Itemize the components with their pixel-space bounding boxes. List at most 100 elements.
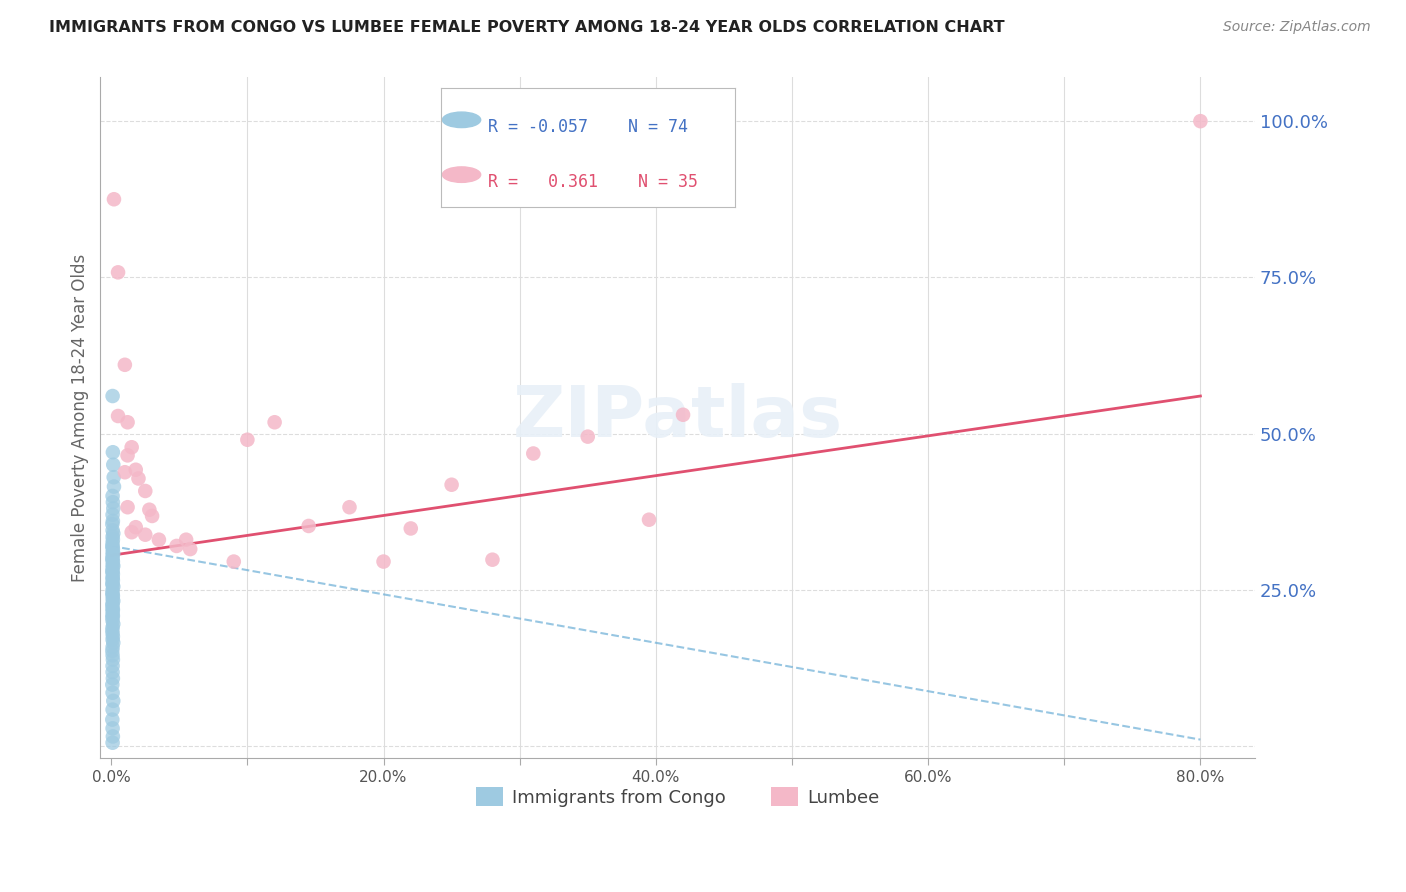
Point (101, 536, 124, 550)
Point (101, 608, 124, 623)
Point (101, 659, 124, 673)
Point (672, 408, 695, 422)
Point (638, 513, 661, 527)
Point (101, 614, 124, 628)
Point (114, 465, 136, 479)
Point (399, 521, 422, 535)
Point (101, 517, 124, 532)
Point (101, 542, 124, 557)
Point (101, 678, 124, 692)
Point (103, 458, 125, 472)
Point (101, 648, 124, 663)
Text: IMMIGRANTS FROM CONGO VS LUMBEE FEMALE POVERTY AMONG 18-24 YEAR OLDS CORRELATION: IMMIGRANTS FROM CONGO VS LUMBEE FEMALE P… (49, 20, 1005, 35)
Point (148, 533, 170, 547)
Point (101, 632, 124, 647)
Point (373, 555, 395, 569)
Point (103, 594, 125, 608)
Point (103, 470, 125, 484)
Text: ZIPatlas: ZIPatlas (513, 384, 842, 452)
Point (114, 358, 136, 372)
Point (101, 540, 124, 554)
Point (101, 736, 124, 750)
Point (263, 415, 285, 429)
Point (125, 463, 148, 477)
Point (101, 555, 124, 569)
Point (101, 624, 124, 638)
Point (101, 599, 124, 613)
Y-axis label: Female Poverty Among 18-24 Year Olds: Female Poverty Among 18-24 Year Olds (72, 253, 89, 582)
Point (134, 483, 156, 498)
Point (101, 640, 124, 654)
Point (101, 630, 124, 644)
Point (101, 713, 124, 727)
Point (101, 514, 124, 528)
Point (101, 489, 124, 503)
Point (101, 703, 124, 717)
Point (101, 524, 124, 538)
Point (1189, 114, 1212, 128)
Point (101, 588, 124, 602)
Point (141, 508, 163, 523)
Point (440, 477, 463, 491)
Point (298, 519, 321, 533)
Point (134, 527, 156, 541)
Point (117, 449, 139, 463)
Point (127, 471, 149, 485)
Point (103, 694, 125, 708)
Point (101, 653, 124, 667)
Point (101, 576, 124, 591)
Point (103, 558, 125, 573)
Point (101, 596, 124, 610)
Point (117, 415, 139, 429)
Point (101, 611, 124, 625)
Point (103, 580, 125, 594)
Point (101, 558, 124, 572)
Point (101, 533, 124, 547)
Point (121, 440, 143, 454)
Point (103, 636, 125, 650)
Point (121, 525, 143, 540)
Point (101, 686, 124, 700)
Point (125, 520, 148, 534)
Point (117, 500, 139, 515)
Point (101, 722, 124, 736)
Legend: Immigrants from Congo, Lumbee: Immigrants from Congo, Lumbee (468, 780, 887, 814)
Point (101, 561, 124, 575)
Point (101, 549, 124, 563)
Point (481, 552, 503, 566)
Point (101, 672, 124, 686)
Point (179, 542, 201, 557)
Point (101, 567, 124, 582)
Point (101, 565, 124, 579)
Point (101, 620, 124, 634)
Point (236, 433, 259, 447)
Point (576, 429, 599, 443)
Point (101, 389, 124, 403)
Point (101, 589, 124, 603)
Point (101, 601, 124, 615)
Point (138, 502, 160, 516)
Point (101, 577, 124, 591)
Point (101, 495, 124, 509)
Point (101, 582, 124, 597)
Point (101, 665, 124, 680)
Point (101, 552, 124, 566)
Point (103, 192, 125, 206)
Point (339, 500, 361, 515)
Point (174, 533, 197, 547)
Point (101, 602, 124, 616)
Point (101, 644, 124, 658)
Point (101, 571, 124, 585)
Point (101, 564, 124, 578)
Point (107, 409, 129, 423)
Point (101, 586, 124, 600)
Point (101, 570, 124, 584)
Point (166, 539, 188, 553)
Point (101, 545, 124, 559)
Point (101, 445, 124, 459)
Point (101, 530, 124, 544)
Point (522, 446, 544, 460)
Point (101, 574, 124, 588)
Point (101, 551, 124, 566)
Point (101, 730, 124, 744)
